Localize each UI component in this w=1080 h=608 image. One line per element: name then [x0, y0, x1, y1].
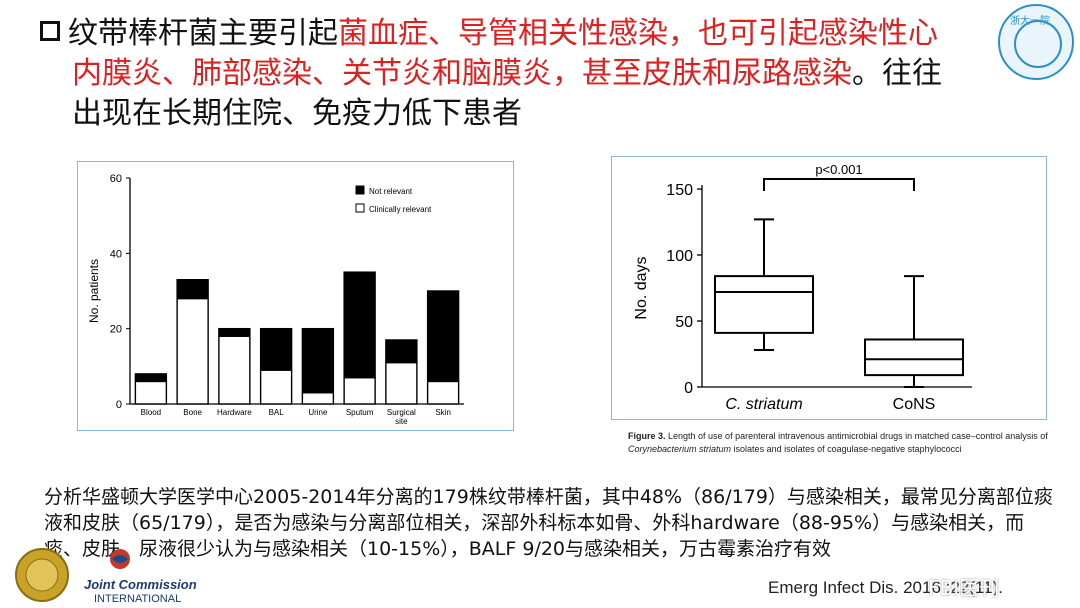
jc-logo-line2: INTERNATIONAL: [94, 593, 181, 605]
y-tick-label: 0: [684, 380, 693, 397]
headline-highlight-1: 菌血症、导管相关性感染，也可引起感染性心: [338, 16, 938, 51]
headline-text: 纹带棒杆菌主要引起菌血症、导管相关性感染，也可引起感染性心 内膜炎、肺部感染、关…: [40, 14, 1000, 134]
bar-not-relevant: [218, 327, 251, 337]
citation: Emerg Infect Dis. 2016 ;22(11).: [768, 578, 1003, 597]
summary-paragraph: 分析华盛顿大学医学中心2005-2014年分离的179株纹带棒杆菌，其中48%（…: [44, 486, 1053, 560]
bar-not-relevant: [134, 373, 168, 383]
x-tick-label: Bone: [183, 408, 202, 417]
hospital-logo-text: 浙大一院: [1010, 16, 1050, 27]
box-iqr: [714, 275, 814, 334]
box-iqr: [864, 338, 964, 377]
bar-clinically-relevant: [134, 380, 168, 405]
watermark: FBI医刊: [928, 576, 1000, 600]
bar-not-relevant: [259, 327, 293, 371]
headline-part5: 出现在长期住院、免疫力低下患者: [72, 96, 522, 131]
significance-bracket: [763, 178, 915, 191]
p-value-annotation: p<0.001: [815, 162, 862, 177]
x-tick-label: Hardware: [217, 408, 252, 417]
bar-not-relevant: [385, 339, 418, 364]
y-tick-label: 50: [675, 314, 693, 331]
y-axis-label: No. patients: [87, 259, 101, 323]
legend-label: Clinically relevant: [369, 205, 432, 214]
caption-text-2: isolates and isolates of coagulase-negat…: [731, 444, 962, 454]
caption-species: Corynebacterium striatum: [628, 444, 732, 454]
square-bullet-icon: [40, 21, 60, 41]
figure-caption: Figure 3. Length of use of parenteral in…: [628, 430, 1048, 456]
x-tick-label: site: [395, 417, 408, 426]
bar-not-relevant: [343, 271, 376, 379]
legend-swatch: [355, 203, 365, 213]
x-tick-label: Skin: [435, 408, 451, 417]
bar-chart-panel: 0 20 40 60 No. patients Blood Bone Hardware BAL U…: [77, 161, 514, 431]
y-tick-label: 100: [666, 248, 693, 265]
bar-clinically-relevant: [259, 369, 293, 405]
y-axis-label: No. days: [633, 256, 650, 319]
bar-not-relevant: [176, 278, 209, 300]
legend-swatch: [355, 185, 365, 195]
box-plot: 0 50 100 150 No. days C. striatum CoNS p<0.001: [633, 162, 972, 413]
bar-not-relevant: [426, 290, 460, 383]
y-tick-label: 60: [110, 173, 122, 185]
box-plot-panel: 0 50 100 150 No. days C. striatum CoNS p<0.001: [611, 156, 1047, 420]
bar-chart: 0 20 40 60 No. patients Blood Bone Hardware BAL U…: [87, 173, 464, 426]
y-tick-label: 150: [666, 182, 693, 199]
y-tick-label: 40: [110, 248, 122, 260]
x-tick-label: C. striatum: [725, 396, 802, 413]
jc-logo-line1: Joint Commission: [84, 577, 197, 592]
x-tick-label: Sputum: [346, 408, 374, 417]
x-tick-label: Blood: [141, 408, 161, 417]
bar-clinically-relevant: [385, 361, 418, 405]
y-tick-label: 20: [110, 324, 122, 336]
y-tick-label: 0: [116, 399, 122, 411]
bar-clinically-relevant: [301, 391, 335, 405]
bar-clinically-relevant: [343, 376, 376, 405]
x-tick-label: Urine: [308, 408, 328, 417]
bar-clinically-relevant: [176, 297, 209, 405]
headline-part4: 。往往: [852, 56, 942, 91]
legend-label: Not relevant: [369, 187, 413, 196]
hospital-logo: 浙大一院: [998, 4, 1074, 80]
bar-clinically-relevant: [218, 335, 251, 405]
bar-clinically-relevant: [426, 380, 460, 405]
x-tick-label: Surgical: [387, 408, 416, 417]
x-tick-label: CoNS: [893, 396, 936, 413]
joint-commission-logo: Joint Commission INTERNATIONAL: [15, 548, 197, 605]
caption-text: Length of use of parenteral intravenous …: [665, 431, 1048, 441]
headline-highlight-2: 内膜炎、肺部感染、关节炎和脑膜炎，甚至皮肤和尿路感染: [72, 56, 852, 91]
x-tick-label: BAL: [269, 408, 285, 417]
caption-label: Figure 3.: [628, 431, 666, 441]
bar-not-relevant: [301, 327, 335, 394]
headline-part1: 纹带棒杆菌主要引起: [68, 16, 338, 51]
